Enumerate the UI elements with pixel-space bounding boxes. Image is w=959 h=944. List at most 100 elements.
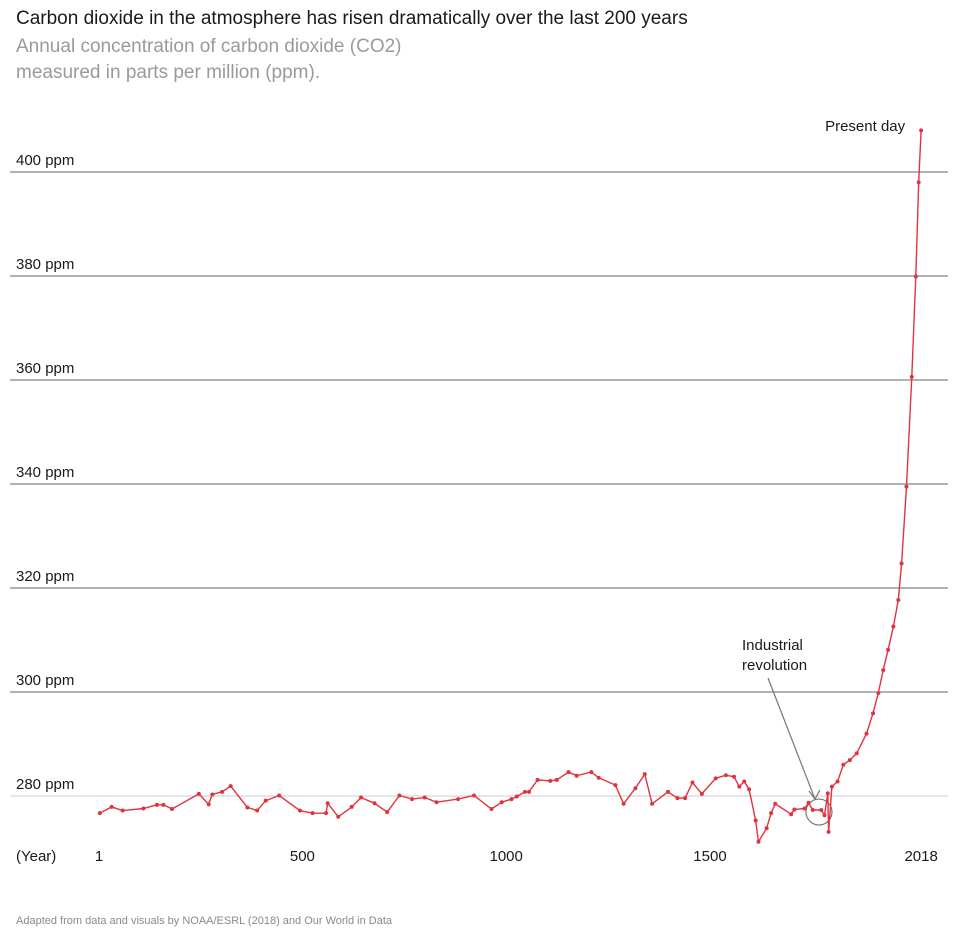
data-point — [666, 789, 671, 794]
chart-subtitle-line1: Annual concentration of carbon dioxide (… — [16, 36, 402, 57]
data-point — [876, 691, 881, 696]
data-point — [245, 805, 250, 810]
data-point — [737, 784, 742, 789]
data-point — [881, 668, 886, 673]
data-point — [675, 796, 680, 801]
data-point — [499, 800, 504, 805]
data-point — [120, 808, 125, 813]
data-point — [822, 813, 827, 818]
data-point — [210, 792, 215, 797]
data-point — [841, 762, 846, 767]
data-point — [325, 801, 330, 806]
data-point — [732, 774, 737, 779]
data-point — [489, 807, 494, 811]
data-point — [263, 798, 268, 803]
data-point — [802, 806, 807, 811]
data-point — [349, 804, 354, 809]
data-point — [397, 793, 402, 798]
data-point — [548, 778, 553, 783]
data-point — [769, 811, 774, 816]
data-point — [621, 801, 626, 806]
data-point — [359, 795, 364, 800]
data-point — [891, 624, 896, 629]
x-tick-label: 1 — [95, 848, 103, 865]
data-point — [277, 793, 282, 798]
data-point — [410, 797, 415, 802]
data-point — [819, 808, 824, 813]
data-point — [434, 800, 439, 805]
data-point — [613, 783, 618, 788]
data-point — [422, 795, 427, 800]
y-tick-label: 400 ppm — [16, 152, 74, 169]
annotation-industrial-line2: revolution — [742, 657, 807, 674]
chart-title: Carbon dioxide in the atmosphere has ris… — [16, 8, 688, 29]
data-point — [747, 787, 752, 792]
x-axis-label: (Year) — [16, 848, 56, 865]
data-point — [835, 779, 840, 784]
data-point — [916, 180, 921, 185]
data-point — [699, 791, 704, 796]
annotation-arrow-head — [808, 789, 821, 801]
y-tick-label: 320 ppm — [16, 568, 74, 585]
data-point — [589, 770, 594, 775]
y-tick-label: 280 ppm — [16, 776, 74, 793]
data-point — [764, 826, 769, 831]
data-point — [789, 812, 794, 817]
data-point — [690, 780, 695, 785]
data-point — [109, 804, 114, 809]
data-point — [161, 802, 166, 807]
annotation-arrow-line — [767, 677, 816, 800]
data-point — [554, 777, 559, 782]
data-point — [509, 797, 514, 802]
data-point — [154, 802, 159, 807]
data-point — [756, 839, 761, 844]
annotation-circle — [805, 798, 833, 826]
x-tick-label: 1500 — [693, 848, 726, 865]
annotation-present-day: Present day — [825, 118, 906, 135]
footer-source: Adapted from data and visuals by NOAA/ES… — [16, 915, 393, 927]
y-tick-label: 360 ppm — [16, 360, 74, 377]
data-point — [527, 789, 532, 794]
data-point — [169, 807, 174, 811]
data-point — [899, 561, 904, 566]
series-line — [99, 130, 922, 844]
data-point — [864, 731, 869, 736]
data-point — [871, 711, 876, 716]
data-point — [297, 808, 302, 813]
data-point — [909, 374, 914, 379]
data-point — [372, 801, 377, 806]
data-point — [97, 811, 102, 816]
data-point — [723, 773, 728, 778]
data-point — [310, 811, 315, 816]
x-tick-label: 1000 — [490, 848, 523, 865]
data-point — [713, 776, 718, 781]
data-point — [825, 791, 830, 796]
data-point — [896, 597, 901, 602]
chart-subtitle-line2: measured in parts per million (ppm). — [16, 62, 321, 83]
data-point — [904, 484, 909, 489]
data-point — [456, 797, 461, 802]
data-point — [514, 794, 519, 799]
data-point — [196, 791, 201, 796]
data-point — [141, 806, 146, 811]
data-point — [255, 808, 260, 813]
data-point — [228, 784, 233, 789]
data-point — [847, 758, 852, 763]
data-point — [826, 829, 831, 834]
y-tick-label: 340 ppm — [16, 464, 74, 481]
data-point — [385, 810, 390, 815]
data-point — [522, 789, 527, 794]
x-tick-label: 2018 — [904, 848, 937, 865]
data-point — [206, 802, 211, 807]
data-point — [574, 773, 579, 778]
data-point — [683, 796, 688, 801]
annotation-industrial-line1: Industrial — [742, 637, 803, 654]
data-point — [829, 784, 834, 789]
data-point — [633, 786, 638, 791]
data-point — [742, 779, 747, 784]
data-point — [471, 793, 476, 798]
data-point — [566, 770, 571, 775]
data-point — [596, 775, 601, 780]
data-point — [886, 647, 891, 652]
data-point — [753, 818, 758, 823]
